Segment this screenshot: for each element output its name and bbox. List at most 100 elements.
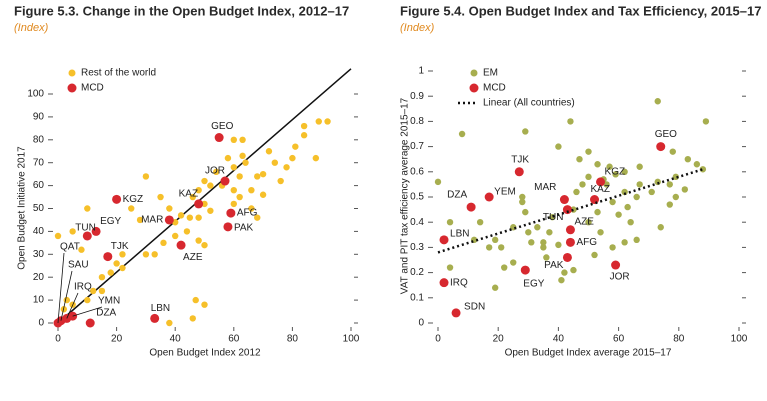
leader-line [57, 252, 65, 324]
point [525, 229, 532, 236]
point [312, 154, 320, 162]
point [590, 195, 600, 205]
point [230, 200, 237, 208]
point-label: TUN [75, 223, 96, 234]
point [103, 252, 113, 262]
y-tick-label: 0.8 [410, 116, 424, 127]
point [160, 239, 167, 247]
point-label: KGZ [605, 167, 626, 178]
point [91, 226, 101, 236]
point-label: EGY [100, 216, 121, 227]
point [522, 208, 529, 216]
y-tick-label: 90 [33, 112, 45, 123]
x-tick-label: 80 [673, 334, 685, 345]
point [300, 122, 308, 130]
point [597, 229, 604, 236]
y-tick-label: 30 [33, 249, 45, 260]
point [540, 244, 547, 251]
point [558, 276, 565, 284]
point [283, 164, 290, 171]
point [561, 269, 568, 276]
point [78, 246, 85, 253]
point-label: GEO [655, 129, 677, 140]
point [579, 181, 586, 188]
point [248, 186, 255, 194]
y-tick-label: 0.4 [410, 217, 424, 228]
y-tick-label: 60 [33, 180, 45, 191]
y-tick-label: 70 [33, 157, 45, 168]
x-tick-label: 0 [55, 334, 61, 345]
point [151, 251, 158, 258]
point [164, 215, 174, 225]
point-label: PAK [544, 260, 564, 271]
x-axis-label: Open Budget Index average 2015–17 [505, 348, 672, 359]
point [112, 194, 122, 204]
x-axis-label: Open Budget Index 2012 [149, 348, 261, 359]
point [681, 186, 689, 193]
point [277, 177, 284, 185]
point [439, 278, 449, 288]
point [166, 319, 173, 327]
point [242, 159, 249, 166]
point-label: YMN [98, 296, 120, 307]
point [672, 193, 679, 201]
point [439, 235, 449, 245]
y-tick-label: 0.7 [410, 141, 424, 152]
point [609, 198, 616, 206]
point [324, 118, 331, 125]
point [484, 192, 494, 202]
point-label: EGY [523, 279, 544, 290]
point [195, 214, 202, 221]
point [693, 161, 701, 168]
point-label: GEO [211, 121, 233, 132]
x-tick-label: 20 [493, 334, 505, 345]
point [177, 212, 185, 219]
y-tick-label: 40 [33, 226, 45, 237]
point [546, 229, 553, 236]
point-label: MAR [141, 215, 163, 226]
point [176, 240, 186, 250]
point [213, 168, 220, 176]
x-tick-label: 40 [170, 334, 182, 345]
point [119, 264, 126, 272]
point [150, 313, 160, 323]
point-label: JOR [205, 166, 225, 177]
point [633, 193, 640, 201]
point-label: JOR [610, 272, 630, 283]
y-tick-label: 0.3 [410, 242, 424, 253]
point [491, 284, 499, 291]
point [606, 163, 613, 170]
point [98, 287, 106, 295]
point [142, 173, 150, 180]
point [594, 208, 601, 216]
point-label: PAK [234, 222, 254, 233]
point [195, 186, 202, 194]
point [627, 219, 634, 226]
point [451, 308, 461, 318]
point [603, 181, 610, 188]
point [69, 228, 76, 235]
point-label: AFG [237, 208, 258, 219]
point [491, 236, 499, 244]
y-tick-label: 0.1 [410, 292, 424, 303]
point [446, 264, 454, 271]
point [654, 98, 661, 105]
point-label: MAR [534, 182, 556, 193]
y-tick-label: 80 [33, 134, 45, 145]
point [636, 163, 643, 170]
point [89, 287, 97, 295]
trend-line [57, 68, 352, 324]
point-label: TUN [543, 212, 564, 223]
point [54, 232, 62, 240]
point [555, 241, 562, 249]
point [224, 154, 232, 162]
point [166, 205, 173, 212]
point [522, 128, 529, 135]
point [220, 176, 230, 186]
point [540, 239, 547, 246]
point-label: AZE [183, 252, 203, 263]
point [236, 173, 243, 180]
point [239, 152, 246, 160]
point [666, 201, 673, 208]
point [573, 188, 580, 196]
